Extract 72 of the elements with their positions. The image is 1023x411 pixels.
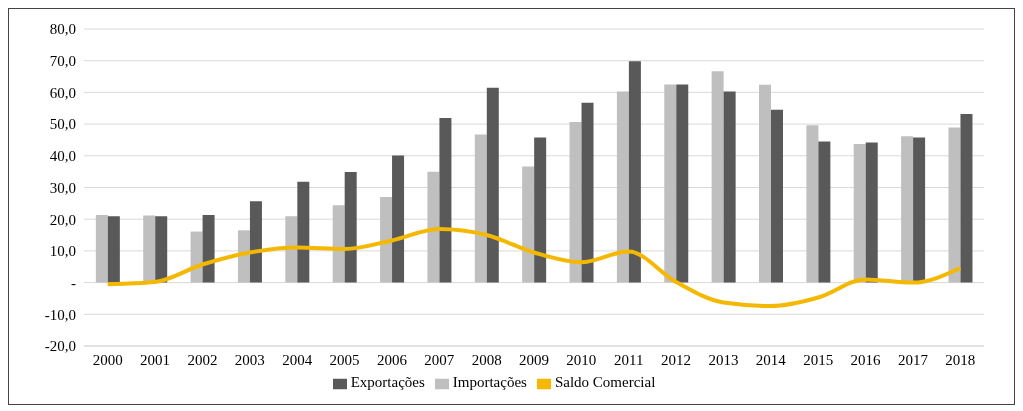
x-tick-label: 2004 bbox=[282, 351, 313, 368]
bar bbox=[249, 201, 262, 283]
legend-label: Importações bbox=[452, 374, 527, 390]
bar bbox=[344, 171, 357, 283]
bar bbox=[853, 144, 866, 283]
bar bbox=[522, 166, 535, 283]
y-tick-label: - bbox=[71, 274, 76, 291]
bar bbox=[901, 136, 914, 283]
bar bbox=[202, 215, 215, 283]
x-tick-label: 2012 bbox=[661, 351, 692, 368]
bar bbox=[616, 91, 629, 283]
bar bbox=[427, 171, 440, 283]
y-tick-label: 60,0 bbox=[49, 84, 76, 101]
y-tick-label: 40,0 bbox=[49, 148, 76, 165]
bar bbox=[806, 125, 819, 283]
x-tick-label: 2014 bbox=[755, 351, 787, 368]
x-tick-label: 2018 bbox=[945, 351, 976, 368]
bar bbox=[107, 216, 120, 283]
x-tick-label: 2013 bbox=[708, 351, 739, 368]
x-tick-label: 2010 bbox=[566, 351, 597, 368]
bar bbox=[380, 197, 393, 283]
bar bbox=[628, 61, 641, 283]
x-tick-label: 2000 bbox=[92, 351, 123, 368]
line-series bbox=[105, 227, 963, 309]
x-tick-label: 2007 bbox=[424, 351, 455, 368]
x-tick-label: 2002 bbox=[187, 351, 218, 368]
bar bbox=[569, 121, 582, 283]
bar bbox=[818, 141, 831, 283]
bar bbox=[913, 137, 926, 283]
legend-label: Saldo Comercial bbox=[554, 374, 656, 390]
bar bbox=[664, 84, 677, 283]
bar bbox=[155, 216, 168, 283]
x-tick-label: 2008 bbox=[471, 351, 502, 368]
bar bbox=[95, 215, 108, 283]
x-tick-label: 2005 bbox=[329, 351, 360, 368]
x-tick-label: 2003 bbox=[234, 351, 265, 368]
bar bbox=[960, 113, 973, 283]
x-tick-label: 2016 bbox=[850, 351, 882, 368]
bar bbox=[759, 84, 771, 283]
bar bbox=[676, 84, 689, 283]
bar bbox=[392, 155, 405, 283]
x-tick-label: 2017 bbox=[897, 351, 929, 368]
y-tick-label: -10,0 bbox=[44, 306, 76, 323]
x-tick-label: 2011 bbox=[614, 351, 644, 368]
x-tick-label: 2015 bbox=[803, 351, 834, 368]
y-tick-label: 20,0 bbox=[49, 211, 76, 228]
bar bbox=[486, 87, 499, 283]
bar bbox=[581, 102, 594, 283]
y-tick-label: -20,0 bbox=[44, 338, 76, 355]
bar bbox=[948, 127, 961, 283]
bar bbox=[332, 205, 345, 283]
y-tick-label: 80,0 bbox=[49, 21, 76, 38]
y-tick-label: 50,0 bbox=[49, 116, 76, 133]
bar bbox=[190, 231, 203, 283]
bar bbox=[237, 230, 250, 283]
x-tick-label: 2009 bbox=[519, 351, 549, 368]
bar bbox=[285, 216, 298, 283]
bar bbox=[534, 137, 547, 283]
x-tick-label: 2001 bbox=[140, 351, 171, 368]
bar bbox=[711, 71, 724, 283]
y-tick-label: 70,0 bbox=[49, 53, 76, 70]
legend-label: Exportações bbox=[350, 374, 425, 390]
y-tick-label: 30,0 bbox=[49, 179, 76, 196]
x-tick-label: 2006 bbox=[376, 351, 408, 368]
bar bbox=[439, 118, 452, 283]
y-tick-label: 10,0 bbox=[49, 243, 76, 260]
bar bbox=[771, 109, 783, 283]
bar bbox=[143, 215, 156, 283]
bar bbox=[723, 91, 736, 283]
bar bbox=[474, 134, 487, 283]
bar bbox=[297, 181, 310, 283]
bar bbox=[865, 142, 878, 283]
